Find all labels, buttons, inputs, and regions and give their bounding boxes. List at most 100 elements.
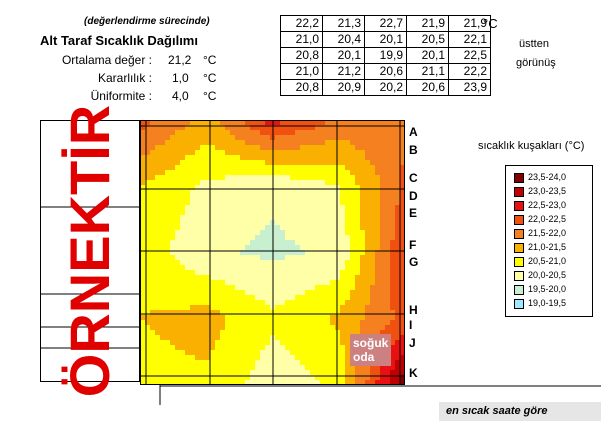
heatmap-cell bbox=[380, 315, 386, 321]
legend-swatch bbox=[514, 200, 524, 211]
heatmap-cell bbox=[160, 190, 166, 196]
heatmap-cell bbox=[280, 275, 286, 281]
heatmap-cell bbox=[165, 255, 171, 261]
heatmap-cell bbox=[275, 200, 281, 206]
heatmap-cell bbox=[265, 225, 271, 231]
heatmap-cell bbox=[185, 135, 191, 141]
heatmap-cell bbox=[260, 260, 266, 266]
heatmap-cell bbox=[365, 135, 371, 141]
heatmap-cell bbox=[185, 165, 191, 171]
heatmap-cell bbox=[235, 120, 241, 126]
heatmap-cell bbox=[300, 270, 306, 276]
heatmap-cell bbox=[335, 145, 341, 151]
heatmap-cell bbox=[360, 365, 366, 371]
heatmap-cell bbox=[380, 375, 386, 381]
heatmap-cell bbox=[215, 150, 221, 156]
heatmap-cell bbox=[160, 210, 166, 216]
heatmap-cell bbox=[370, 135, 376, 141]
heatmap-cell bbox=[385, 280, 391, 286]
heatmap-cell bbox=[245, 315, 251, 321]
heatmap-cell bbox=[155, 190, 161, 196]
heatmap-cell bbox=[180, 305, 186, 311]
heatmap-cell bbox=[250, 285, 256, 291]
heatmap-cell bbox=[250, 300, 256, 306]
heatmap-cell bbox=[330, 245, 336, 251]
heatmap-cell bbox=[400, 185, 405, 191]
heatmap-cell bbox=[205, 205, 211, 211]
heatmap-cell bbox=[290, 230, 296, 236]
heatmap-cell bbox=[245, 195, 251, 201]
heatmap-cell bbox=[140, 135, 146, 141]
heatmap-cell bbox=[400, 120, 405, 126]
heatmap-cell bbox=[380, 185, 386, 191]
heatmap-cell bbox=[260, 270, 266, 276]
heatmap-cell bbox=[240, 145, 246, 151]
heatmap-cell bbox=[290, 335, 296, 341]
heatmap-cell bbox=[155, 375, 161, 381]
heatmap-cell bbox=[260, 200, 266, 206]
heatmap-cell bbox=[385, 145, 391, 151]
heatmap-cell bbox=[190, 325, 196, 331]
table-cell: 20,4 bbox=[322, 31, 365, 48]
table-cell: 20,5 bbox=[406, 31, 449, 48]
heatmap-cell bbox=[335, 370, 341, 376]
heatmap-cell bbox=[225, 370, 231, 376]
heatmap-cell bbox=[250, 380, 256, 385]
heatmap-cell bbox=[155, 350, 161, 356]
heatmap-cell bbox=[155, 210, 161, 216]
heatmap-cell bbox=[255, 380, 261, 385]
table-row: 20,8 20,9 20,2 20,6 23,9 bbox=[280, 79, 491, 96]
heatmap-cell bbox=[220, 335, 226, 341]
heatmap-cell bbox=[190, 350, 196, 356]
heatmap-cell bbox=[295, 310, 301, 316]
heatmap-cell bbox=[280, 285, 286, 291]
heatmap-cell bbox=[205, 155, 211, 161]
heatmap-cell bbox=[340, 165, 346, 171]
heatmap-cell bbox=[180, 195, 186, 201]
heatmap-cell bbox=[235, 315, 241, 321]
heatmap-cell bbox=[230, 325, 236, 331]
heatmap-cell bbox=[240, 220, 246, 226]
heatmap-cell bbox=[240, 250, 246, 256]
heatmap-cell bbox=[205, 140, 211, 146]
heatmap-cell bbox=[160, 150, 166, 156]
heatmap-cell bbox=[360, 380, 366, 385]
heatmap-cell bbox=[160, 165, 166, 171]
heatmap-cell bbox=[260, 175, 266, 181]
heatmap-cell bbox=[350, 275, 356, 281]
heatmap-cell bbox=[165, 160, 171, 166]
heatmap-cell bbox=[275, 130, 281, 136]
heatmap-cell bbox=[275, 375, 281, 381]
heatmap-cell bbox=[225, 125, 231, 131]
heatmap-cell bbox=[250, 175, 256, 181]
heatmap-cell bbox=[230, 195, 236, 201]
heatmap-cell bbox=[340, 345, 346, 351]
table-cell: 20,6 bbox=[364, 63, 407, 80]
heatmap-cell bbox=[365, 310, 371, 316]
table-cell: 21,0 bbox=[280, 31, 323, 48]
heatmap-cell bbox=[190, 295, 196, 301]
heatmap-cell bbox=[395, 375, 401, 381]
heatmap-cell bbox=[220, 135, 226, 141]
heatmap-cell bbox=[170, 210, 176, 216]
heatmap-cell bbox=[180, 365, 186, 371]
heatmap-cell bbox=[165, 330, 171, 336]
heatmap-cell bbox=[265, 320, 271, 326]
heatmap-cell bbox=[215, 340, 221, 346]
heatmap-cell bbox=[380, 295, 386, 301]
heatmap-cell bbox=[260, 185, 266, 191]
heatmap-cell bbox=[375, 310, 381, 316]
heatmap-cell bbox=[325, 180, 331, 186]
heatmap-cell bbox=[340, 365, 346, 371]
heatmap-cell bbox=[345, 275, 351, 281]
heatmap-cell bbox=[365, 230, 371, 236]
heatmap-cell bbox=[365, 320, 371, 326]
heatmap-cell bbox=[225, 130, 231, 136]
heatmap-cell bbox=[195, 380, 201, 385]
heatmap-cell bbox=[360, 240, 366, 246]
heatmap-cell bbox=[230, 275, 236, 281]
heatmap-cell bbox=[225, 315, 231, 321]
heatmap-cell bbox=[400, 305, 405, 311]
heatmap-cell bbox=[215, 160, 221, 166]
heatmap-cell bbox=[370, 125, 376, 131]
